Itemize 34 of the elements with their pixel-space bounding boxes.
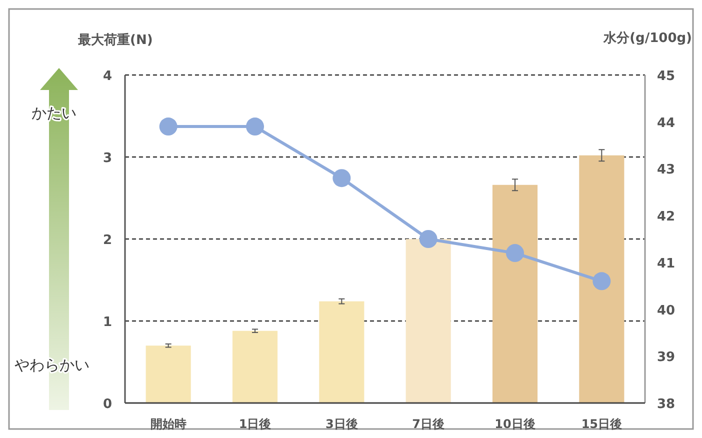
bar [492, 184, 538, 403]
bar [406, 239, 451, 403]
y-tick-label: 3 [102, 151, 112, 166]
bar [146, 346, 191, 403]
y2-tick-label: 40 [657, 303, 676, 318]
point [506, 244, 524, 262]
y-axis-title: 最大荷重(N) [77, 32, 153, 48]
x-tick-label: 15日後 [581, 417, 622, 431]
y-tick-label: 0 [102, 397, 112, 412]
point [592, 272, 611, 290]
point [332, 169, 351, 188]
x-tick-label: 3日後 [325, 417, 358, 431]
bar [579, 155, 624, 403]
x-tick-label: 1日後 [238, 417, 272, 431]
y2-tick-label: 41 [657, 256, 676, 272]
y2-tick-label: 44 [657, 116, 676, 131]
y2-tick-label: 42 [657, 210, 676, 225]
bar [319, 301, 364, 403]
y2-tick-label: 39 [657, 350, 676, 366]
y2-tick-label: 45 [657, 69, 676, 84]
y2-axis-title: 水分(g/100g) [602, 31, 692, 46]
point [246, 118, 264, 136]
x-tick-label: 7日後 [412, 417, 445, 431]
y-tick-label: 1 [102, 315, 112, 330]
bar [232, 330, 278, 403]
point [419, 230, 438, 248]
point [159, 118, 178, 136]
x-tick-label: 10日後 [494, 417, 536, 431]
text: やわらかい [14, 356, 90, 374]
y-tick-label: 4 [102, 69, 112, 84]
y2-tick-label: 43 [657, 162, 676, 178]
y2-tick-label: 38 [657, 397, 676, 412]
x-tick-label: 開始時 [150, 417, 186, 431]
y-tick-label: 2 [102, 233, 112, 248]
